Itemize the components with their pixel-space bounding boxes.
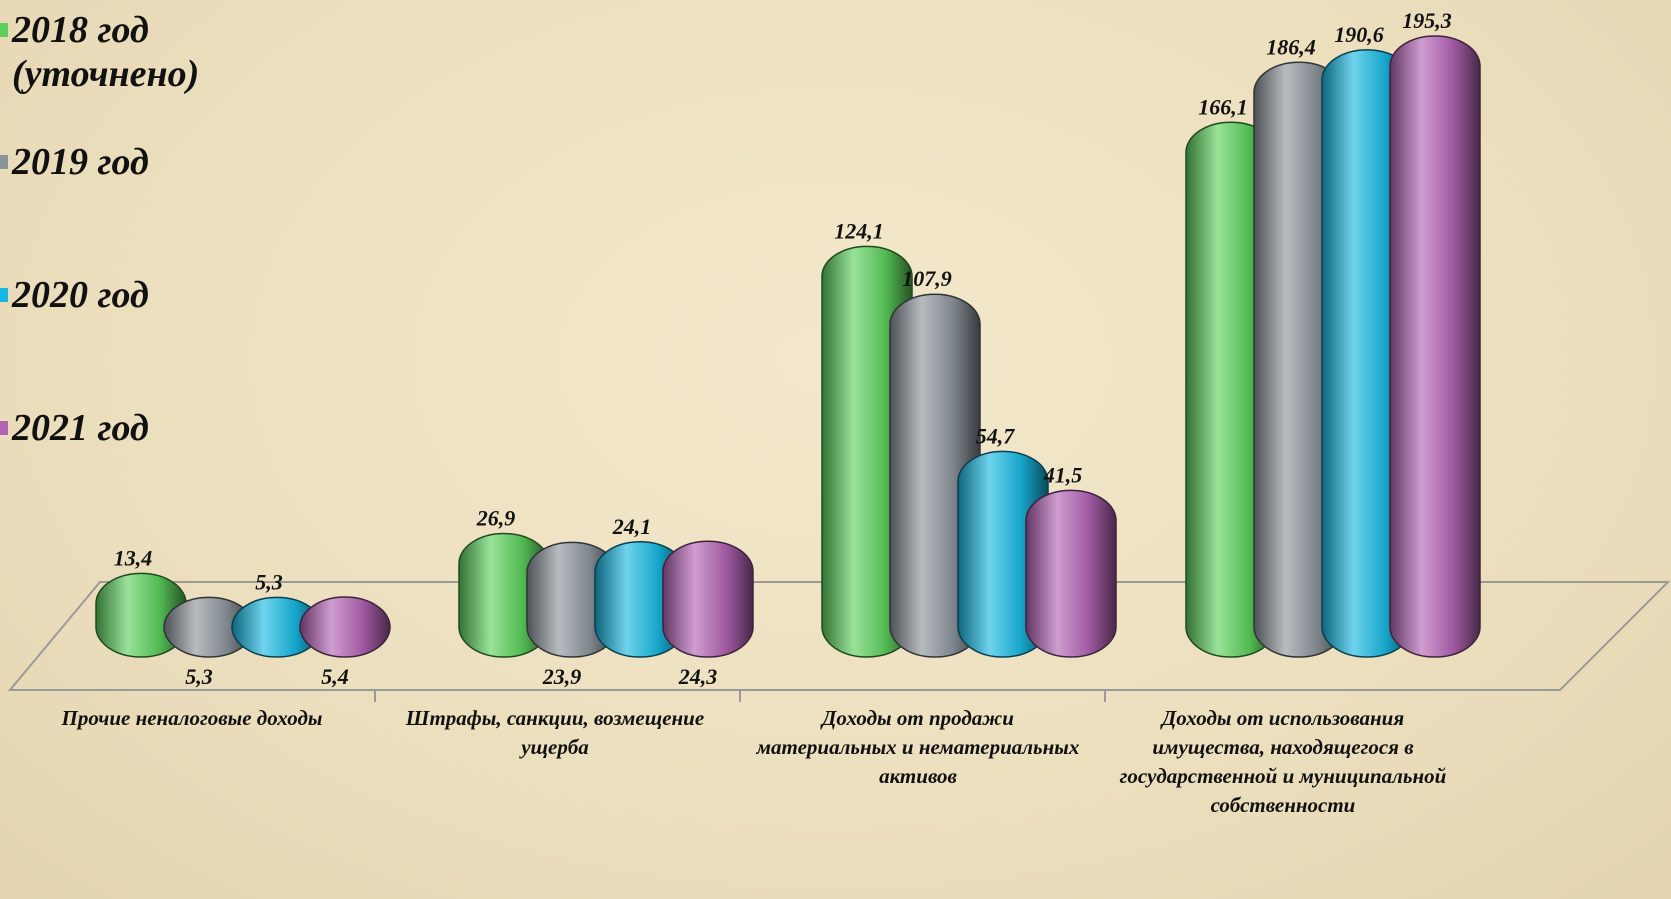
- bar: [299, 596, 391, 658]
- x-tick-label: Прочие неналоговые доходы: [61, 706, 323, 730]
- legend-label: 2021 год: [12, 407, 149, 449]
- legend-item: 2018 год (уточнено): [0, 8, 240, 96]
- x-tick-label: Доходы от использования имущества, наход…: [1119, 706, 1447, 817]
- legend-item: 2019 год: [0, 140, 240, 184]
- value-label: 26,9: [476, 506, 516, 531]
- bar: [662, 540, 754, 658]
- floor: [7, 581, 1671, 691]
- legend-label: 2018 год (уточнено): [12, 9, 200, 95]
- value-label: 24,3: [678, 664, 718, 689]
- value-label: 5,3: [185, 664, 213, 689]
- value-label: 166,1: [1198, 94, 1248, 119]
- legend-swatch: [0, 288, 8, 302]
- value-label: 23,9: [542, 664, 582, 689]
- legend-item: 2020 год: [0, 273, 240, 317]
- x-tick-label: Штрафы, санкции, возмещение ущерба: [405, 706, 705, 759]
- value-label: 24,1: [612, 514, 652, 539]
- value-label: 107,9: [902, 266, 952, 291]
- value-label: 190,6: [1334, 22, 1384, 47]
- value-label: 41,5: [1043, 462, 1083, 487]
- legend-swatch: [0, 23, 8, 37]
- legend-label: 2019 год: [12, 141, 149, 183]
- value-label: 54,7: [976, 423, 1016, 448]
- legend-item: 2021 год: [0, 406, 240, 450]
- x-tick-label: Доходы от продажи материальных и нематер…: [756, 706, 1080, 788]
- legend-label: 2020 год: [12, 274, 149, 316]
- value-label: 124,1: [834, 218, 884, 243]
- bar: [1025, 489, 1117, 658]
- legend-swatch: [0, 421, 8, 435]
- value-label: 186,4: [1266, 34, 1316, 59]
- legend-swatch: [0, 155, 8, 169]
- value-label: 13,4: [114, 545, 153, 570]
- value-label: 195,3: [1402, 8, 1452, 33]
- value-label: 5,3: [255, 569, 283, 594]
- bar: [1389, 35, 1481, 658]
- value-label: 5,4: [321, 664, 349, 689]
